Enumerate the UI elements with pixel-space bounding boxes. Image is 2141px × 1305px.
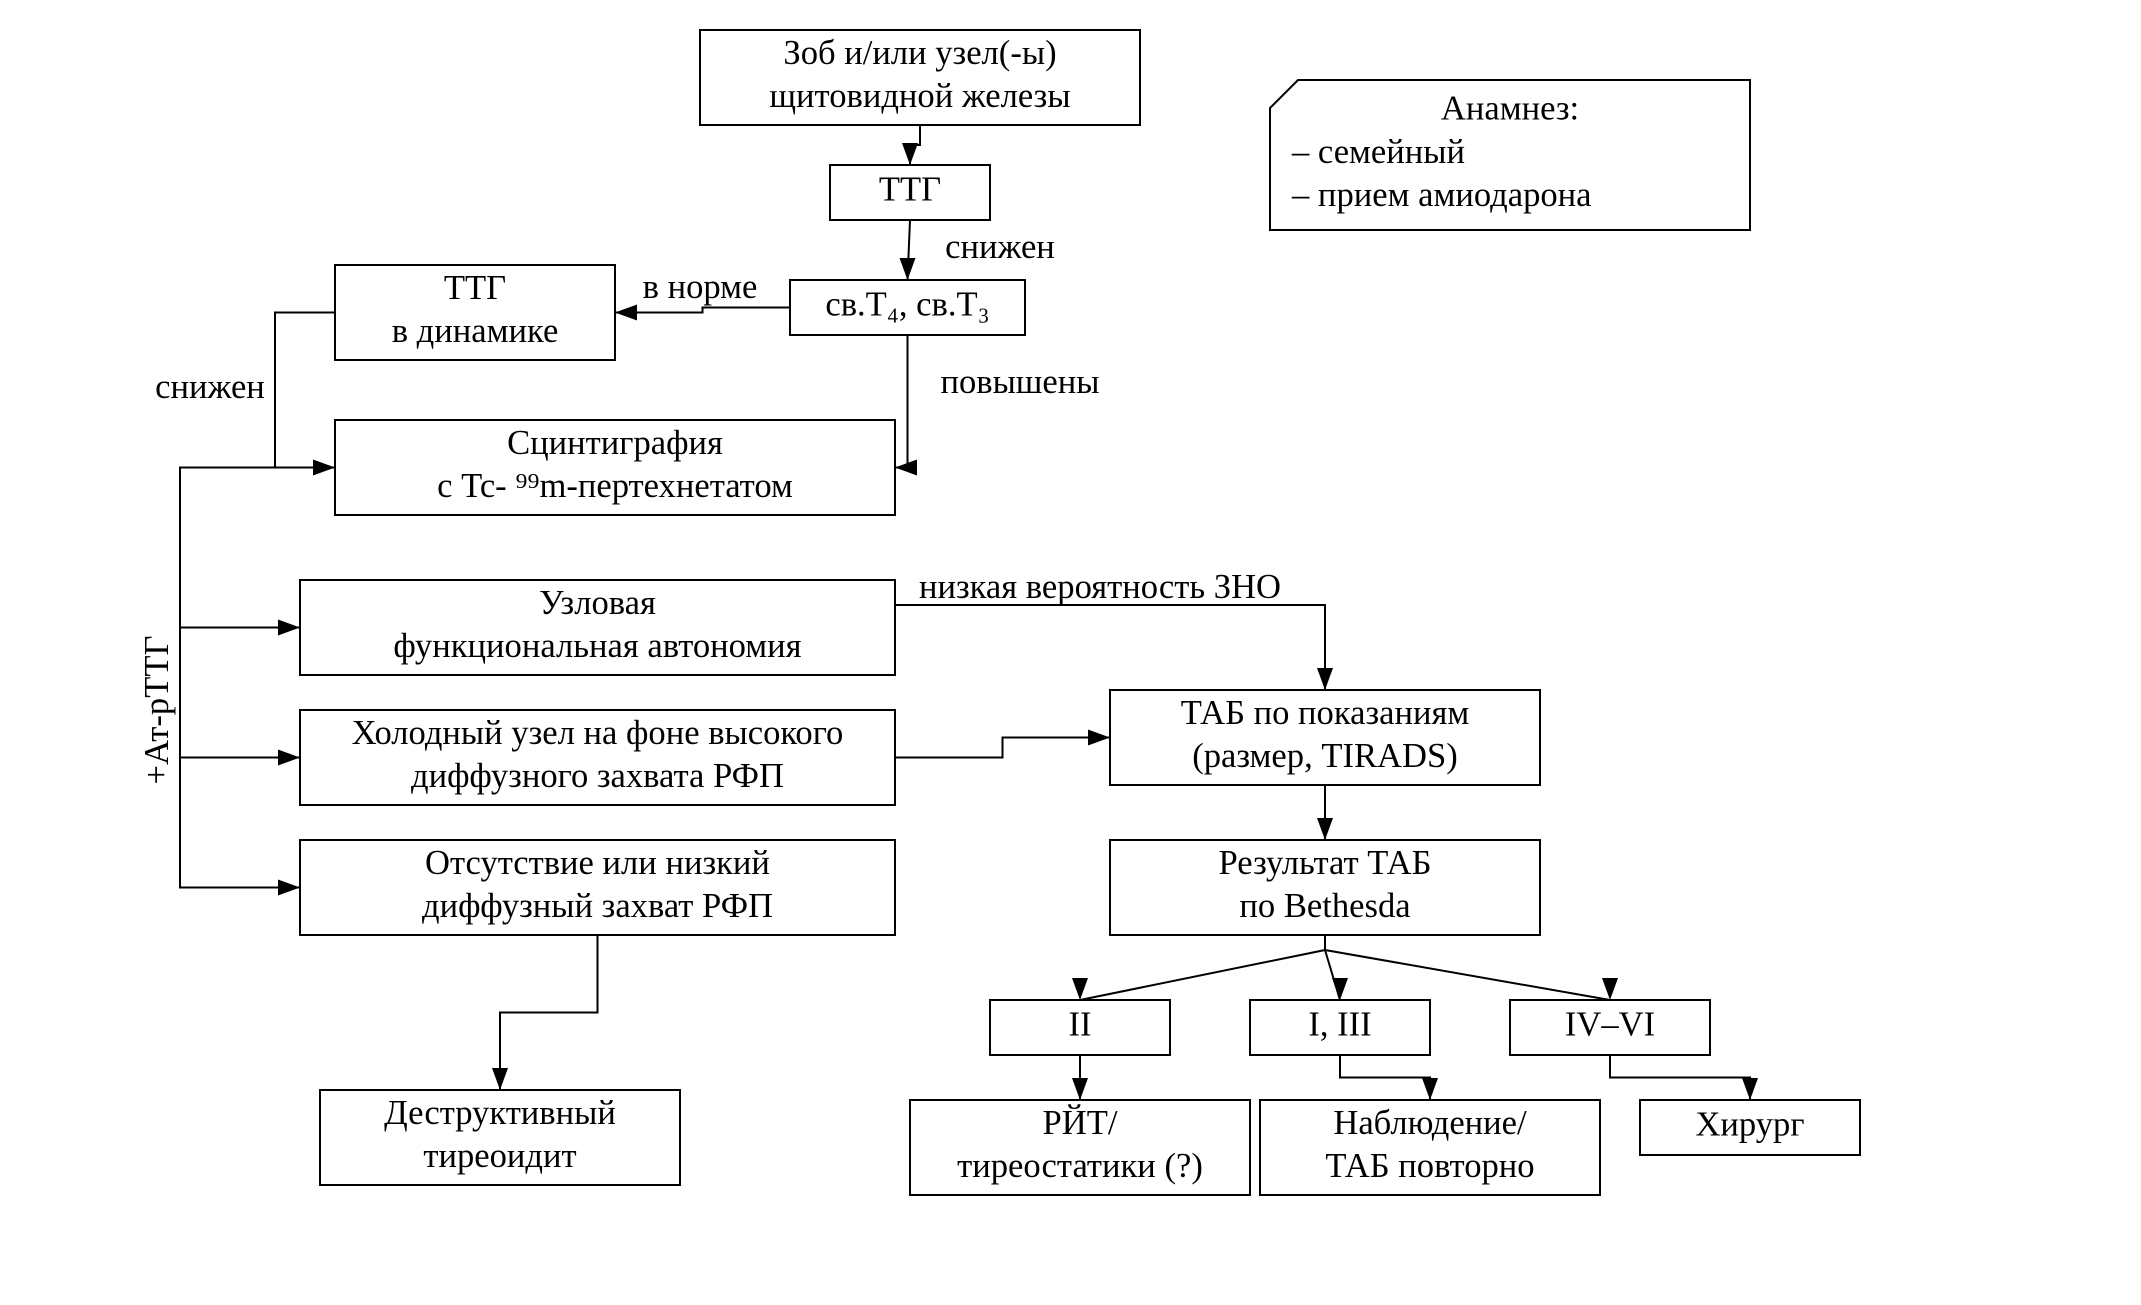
node-label: тиреоидит (423, 1137, 576, 1175)
node-label: – семейный (1291, 133, 1465, 171)
node-label: Зоб и/или узел(-ы) (783, 34, 1056, 72)
node-label: Анамнез: (1441, 90, 1579, 128)
edge-label: в норме (643, 268, 758, 306)
node-label: св.T₄, св.T₃ (825, 285, 989, 323)
node-n_surg: Хирург (1640, 1100, 1860, 1155)
node-n_scint: Сцинтиграфия с Tc- ⁹⁹m-пертехнетатом (335, 420, 895, 515)
edge-label: снижен (155, 368, 265, 406)
node-n_anamnez: Анамнез: – семейный – прием амиодарона (1270, 80, 1750, 230)
edge-label: снижен (945, 228, 1055, 266)
node-label: Деструктивный (384, 1094, 616, 1132)
node-n_I_III: I, III (1250, 1000, 1430, 1055)
node-n_tab: ТАБ по показаниям (размер, TIRADS) (1110, 690, 1540, 785)
node-label: IV–VI (1565, 1005, 1655, 1043)
node-label: функциональная автономия (393, 627, 801, 665)
node-n_result: Результат ТАБ по Bethesda (1110, 840, 1540, 935)
node-label: ТАБ по показаниям (1181, 694, 1470, 732)
node-label: тиреостатики (?) (957, 1147, 1203, 1185)
node-label: Отсутствие или низкий (425, 844, 770, 882)
node-label: I, III (1308, 1005, 1371, 1043)
node-label: с Tc- ⁹⁹m-пертехнетатом (437, 467, 793, 505)
node-label: диффузного захвата РФП (411, 757, 784, 795)
node-label: II (1068, 1005, 1091, 1043)
node-label: Наблюдение/ (1333, 1104, 1527, 1142)
node-label: ТТГ (879, 170, 941, 208)
node-label: ТАБ повторно (1325, 1147, 1534, 1185)
node-n_ttg: ТТГ (830, 165, 990, 220)
node-label: щитовидной железы (769, 77, 1070, 115)
node-label: Узловая (539, 584, 656, 622)
node-label: Сцинтиграфия (507, 424, 723, 462)
node-n_auton: Узловая функциональная автономия (300, 580, 895, 675)
node-n_ryt: РЙТ/тиреостатики (?) (910, 1100, 1250, 1195)
node-n_absent: Отсутствие или низкий диффузный захват РФ… (300, 840, 895, 935)
node-label: в динамике (392, 312, 559, 350)
node-label: ТТГ (444, 269, 506, 307)
node-label: Результат ТАБ (1219, 844, 1432, 882)
node-n_cold: Холодный узел на фоне высокого диффузного… (300, 710, 895, 805)
node-n_ttg_dyn: ТТГ в динамике (335, 265, 615, 360)
node-n_II: II (990, 1000, 1170, 1055)
edge-label: повышены (940, 363, 1099, 401)
node-n_t4t3: св.T₄, св.T₃ (790, 280, 1025, 335)
node-label: по Bethesda (1239, 887, 1410, 925)
node-n_obs: Наблюдение/ТАБ повторно (1260, 1100, 1600, 1195)
node-label: (размер, TIRADS) (1192, 737, 1458, 775)
edge-label: низкая вероятность ЗНО (919, 568, 1281, 606)
node-n_start: Зоб и/или узел(-ы) щитовидной железы (700, 30, 1140, 125)
node-label: – прием амиодарона (1291, 176, 1592, 214)
node-n_destr: Деструктивный тиреоидит (320, 1090, 680, 1185)
node-label: Хирург (1695, 1105, 1804, 1143)
flowchart-canvas: снижен в норме снижен повышены +Ат-рТТГ низка… (0, 0, 2141, 1305)
edge-label: +Ат-рТТГ (138, 636, 176, 785)
node-label: диффузный захват РФП (422, 887, 773, 925)
node-label: РЙТ/ (1043, 1104, 1118, 1142)
node-label: Холодный узел на фоне высокого (352, 714, 844, 752)
node-n_IV_VI: IV–VI (1510, 1000, 1710, 1055)
